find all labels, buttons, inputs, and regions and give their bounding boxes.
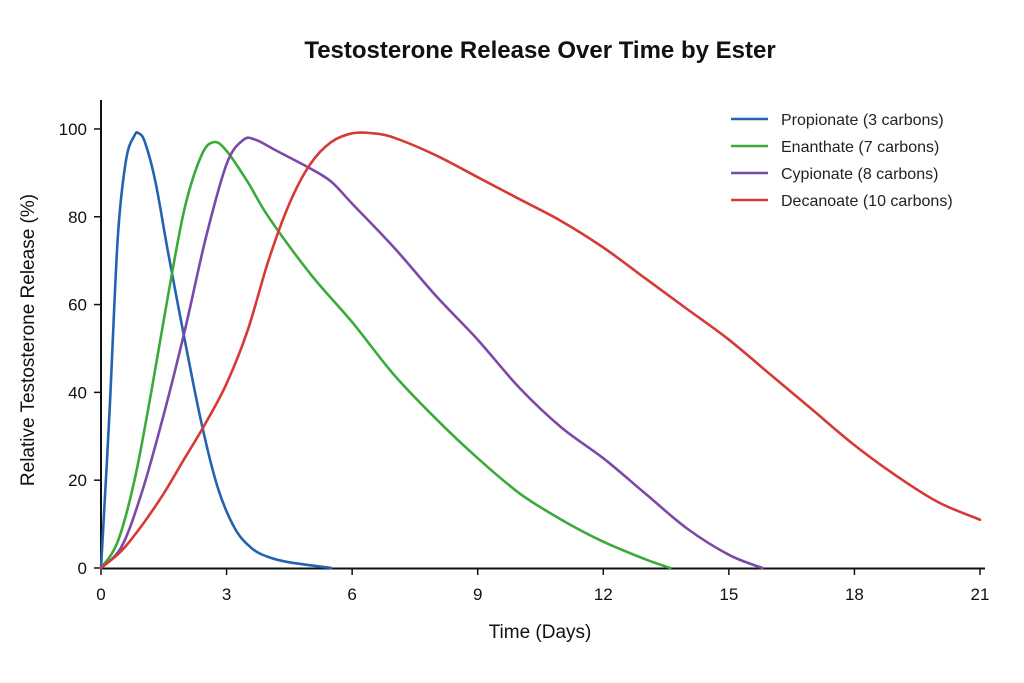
legend-label-propionate: Propionate (3 carbons) <box>781 112 944 129</box>
legend-label-decanoate: Decanoate (10 carbons) <box>781 193 953 210</box>
series-line-cypionate <box>99 136 764 570</box>
legend-label-enanthate: Enanthate (7 carbons) <box>781 139 939 156</box>
y-tick-label: 40 <box>68 383 87 402</box>
y-ticks: 0 20 40 60 80 100 <box>59 120 101 578</box>
y-axis-label: Relative Testosterone Release (%) <box>18 194 39 486</box>
x-ticks: 0 3 6 9 12 15 18 21 <box>96 568 989 604</box>
y-tick-label: 100 <box>59 120 87 139</box>
x-tick-label: 12 <box>594 585 613 604</box>
x-tick-label: 21 <box>971 585 990 604</box>
legend-label-cypionate: Cypionate (8 carbons) <box>781 166 938 183</box>
series-group <box>99 131 982 570</box>
x-tick-label: 9 <box>473 585 482 604</box>
axes <box>100 100 985 570</box>
series-line-enanthate <box>99 140 672 570</box>
x-tick-label: 15 <box>719 585 738 604</box>
x-tick-label: 0 <box>96 585 105 604</box>
legend: Propionate (3 carbons) Enanthate (7 carbo… <box>731 112 953 210</box>
x-tick-label: 3 <box>222 585 231 604</box>
x-axis-label: Time (Days) <box>489 622 592 643</box>
y-tick-label: 20 <box>68 471 87 490</box>
x-tick-label: 18 <box>845 585 864 604</box>
y-tick-label: 0 <box>78 559 87 578</box>
y-tick-label: 80 <box>68 208 87 227</box>
series-line-decanoate <box>99 131 982 570</box>
series-line-propionate <box>99 131 333 570</box>
x-tick-label: 6 <box>347 585 356 604</box>
y-tick-label: 60 <box>68 296 87 315</box>
chart-title: Testosterone Release Over Time by Ester <box>304 37 775 64</box>
